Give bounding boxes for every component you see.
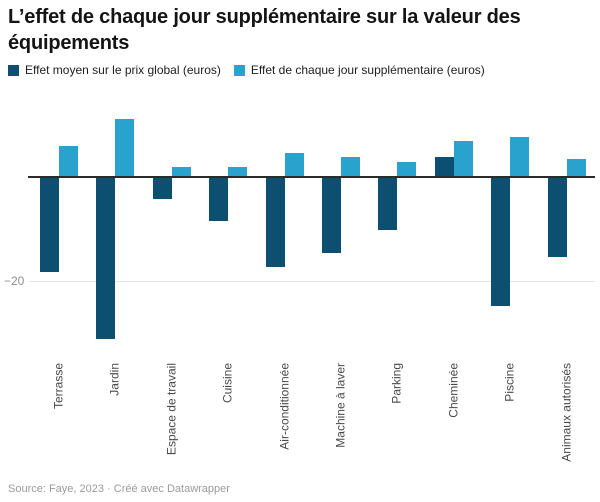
legend-label-effet-jour: Effet de chaque jour supplémentaire (eur…: [250, 63, 485, 77]
legend-swatch-light-blue: [233, 64, 245, 76]
category-label-text: Parking: [389, 363, 404, 404]
category-label-text: Cuisine: [220, 363, 235, 404]
y-axis-tick-label: −20: [4, 274, 25, 288]
bar-effet-moyen-machine-laver: [322, 177, 341, 253]
category-label-text: Air-conditionnée: [277, 363, 292, 450]
bar-effet-jour-jardin: [115, 119, 135, 177]
bar-effet-moyen-cuisine: [209, 177, 229, 221]
bar-effet-moyen-jardin: [96, 177, 116, 340]
source-attribution: Source: Faye, 2023 · Créé avec Datawrapp…: [8, 483, 230, 495]
bar-effet-moyen-air-conditionn-e: [265, 177, 285, 268]
legend-item-effet-moyen: Effet moyen sur le prix global (euros): [8, 63, 221, 77]
category-label-text: Machine à laver: [333, 363, 348, 448]
legend-item-effet-jour: Effet de chaque jour supplémentaire (eur…: [233, 63, 485, 77]
bar-effet-jour-terrasse: [59, 146, 78, 177]
category-label-terrasse: Terrasse: [52, 363, 67, 414]
bar-effet-jour-parking: [397, 161, 417, 177]
bar-effet-jour-espace-de-travail: [171, 166, 191, 177]
category-label-jardin: Jardin: [108, 363, 123, 401]
bar-effet-moyen-animaux-autoris-s: [547, 177, 567, 257]
category-label-machine-laver: Machine à laver: [334, 363, 349, 453]
category-label-text: Espace de travail: [164, 363, 179, 456]
legend-label-effet-moyen: Effet moyen sur le prix global (euros): [25, 63, 221, 77]
legend-swatch-dark-blue: [8, 64, 19, 76]
bar-chart-plot: −20 Terrasse Jardin Espace de travail Cuisi…: [0, 100, 600, 480]
category-label-air-conditionn-e: Air-conditionnée: [277, 363, 292, 455]
category-label-text: Piscine: [502, 363, 517, 402]
bar-effet-jour-chemin-e: [453, 141, 473, 177]
category-label-animaux-autoris-s: Animaux autorisés: [559, 363, 574, 467]
category-label-text: Terrasse: [51, 363, 66, 410]
category-label-parking: Parking: [390, 363, 405, 409]
category-label-text: Jardin: [107, 363, 122, 396]
bar-effet-moyen-chemin-e: [434, 156, 454, 177]
category-label-cuisine: Cuisine: [221, 363, 236, 408]
legend: Effet moyen sur le prix global (euros) E…: [8, 63, 485, 77]
bar-effet-jour-air-conditionn-e: [284, 153, 304, 177]
category-label-chemin-e: Cheminée: [446, 363, 461, 423]
category-label-espace-de-travail: Espace de travail: [164, 363, 179, 460]
bar-effet-jour-piscine: [510, 137, 530, 177]
category-label-piscine: Piscine: [503, 363, 518, 407]
category-label-text: Animaux autorisés: [559, 363, 574, 462]
bar-effet-moyen-parking: [378, 177, 398, 231]
chart-title: L’effet de chaque jour supplémentaire su…: [8, 6, 521, 54]
gridline-minus-20: [29, 281, 595, 282]
bar-effet-moyen-espace-de-travail: [152, 177, 172, 199]
category-label-text: Cheminée: [446, 363, 461, 418]
bar-effet-jour-machine-laver: [341, 157, 360, 177]
bar-effet-jour-cuisine: [228, 167, 248, 177]
x-axis-zero-line: [28, 176, 595, 178]
bar-effet-moyen-piscine: [491, 177, 511, 306]
bar-effet-moyen-terrasse: [40, 177, 59, 272]
bar-effet-jour-animaux-autoris-s: [566, 159, 586, 177]
